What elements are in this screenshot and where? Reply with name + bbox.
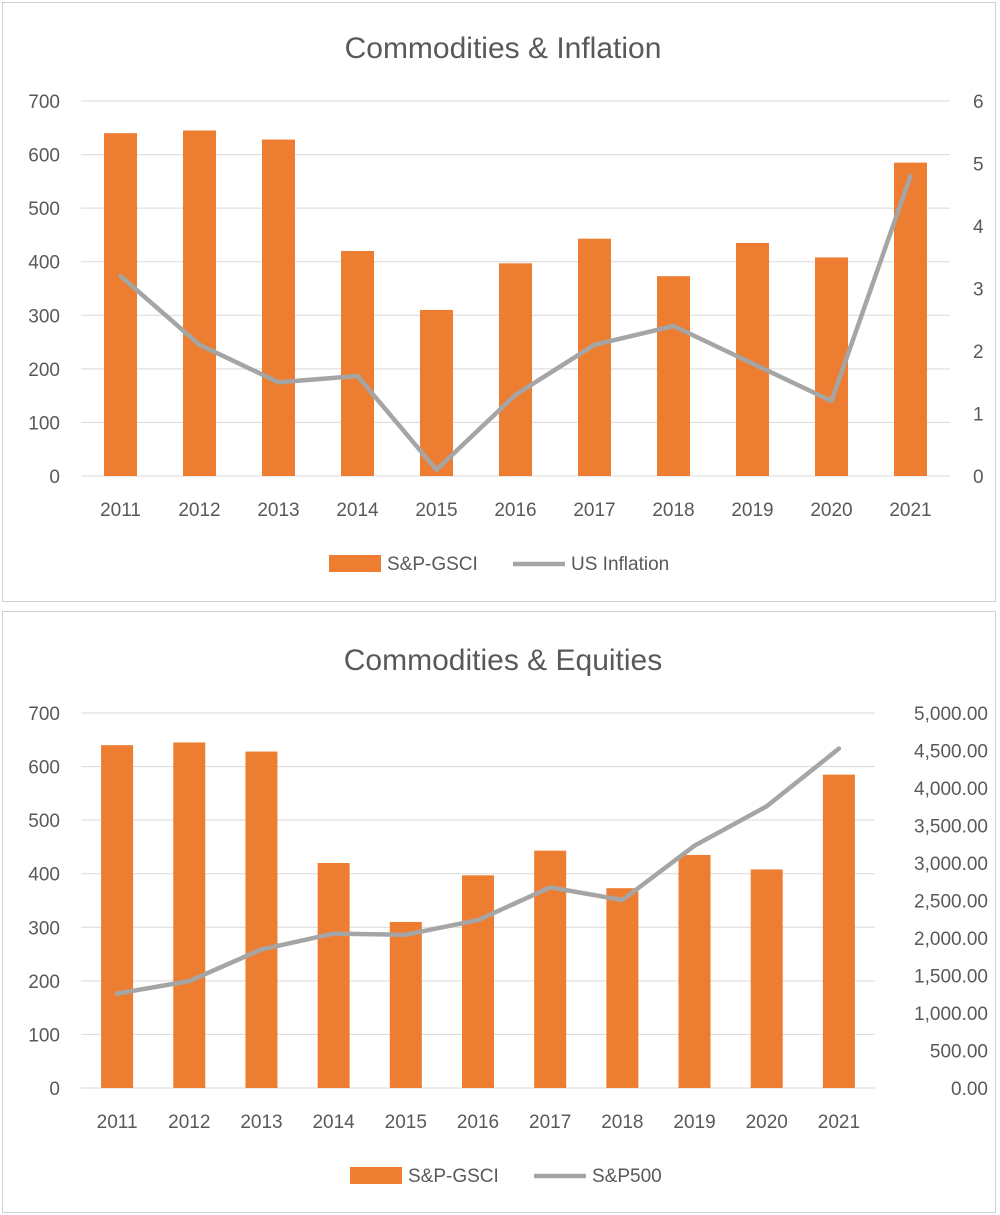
bar	[606, 888, 639, 1088]
legend-label-line: US Inflation	[571, 554, 669, 575]
bar	[578, 238, 611, 476]
bar	[183, 130, 216, 476]
chart-title: Commodities & Equities	[344, 644, 662, 677]
line-series	[118, 173, 913, 473]
y-tick-label-right: 2,000.00	[914, 929, 988, 950]
y-tick-label-left: 0	[49, 467, 60, 488]
y-tick-label-right: 0.00	[951, 1079, 988, 1100]
y-tick-label-left: 500	[28, 811, 60, 832]
x-tick-label: 2015	[385, 1112, 427, 1133]
line-series	[114, 746, 842, 996]
y-tick-label-right: 3,500.00	[914, 817, 988, 838]
bar	[657, 276, 690, 476]
y-tick-label-right: 4,000.00	[914, 779, 988, 800]
y-tick-label-right: 4	[973, 217, 984, 238]
bar	[462, 875, 494, 1088]
x-tick-label: 2012	[168, 1112, 210, 1133]
bar	[678, 854, 711, 1088]
y-tick-label-right: 3,000.00	[914, 854, 988, 875]
x-tick-label: 2017	[529, 1112, 571, 1133]
bar	[420, 309, 453, 476]
y-tick-label-left: 400	[28, 865, 60, 886]
y-tick-label-right: 1,500.00	[914, 967, 988, 988]
y-tick-label-left: 100	[28, 413, 60, 434]
bar	[104, 133, 137, 476]
y-tick-label-left: 600	[28, 146, 60, 167]
y-tick-label-right: 0	[973, 467, 984, 488]
legend-label-line: S&P500	[592, 1166, 662, 1187]
y-tick-label-right: 5	[973, 155, 984, 176]
x-tick-label: 2021	[818, 1112, 860, 1133]
y-tick-label-left: 500	[28, 199, 60, 220]
chart-inflation: Commodities & Inflation 0 100 200 300 400 500…	[28, 32, 984, 575]
chart-panel-equities: Commodities & Equities 0 100 200 300 400 500 6…	[2, 611, 996, 1213]
y-tick-label-right: 1	[973, 405, 984, 426]
legend-label-bar: S&P-GSCI	[387, 554, 478, 575]
legend-label-bar: S&P-GSCI	[408, 1166, 499, 1187]
x-tick-label: 2016	[494, 500, 536, 521]
bar	[173, 742, 206, 1088]
bar	[317, 863, 350, 1088]
x-tick-label: 2011	[100, 500, 141, 521]
bar	[389, 921, 422, 1088]
y-tick-label-right: 500.00	[930, 1042, 988, 1063]
legend-swatch-bar	[329, 555, 381, 572]
bar	[245, 751, 278, 1088]
x-tick-label: 2013	[240, 1112, 282, 1133]
x-tick-label: 2020	[746, 1112, 788, 1133]
x-tick-label: 2014	[336, 500, 379, 521]
y-tick-label-left: 300	[28, 306, 60, 327]
x-tick-label: 2021	[889, 500, 931, 521]
y-tick-label-left: 400	[28, 253, 60, 274]
y-tick-label-right: 4,500.00	[914, 742, 988, 763]
legend-swatch-bar	[350, 1167, 402, 1184]
bar	[262, 139, 295, 477]
y-tick-label-right: 1,000.00	[914, 1004, 988, 1025]
y-tick-label-left: 200	[28, 360, 60, 381]
bar	[499, 263, 532, 476]
chart-panel-inflation: Commodities & Inflation 0 100 200 300 400 500…	[2, 2, 996, 602]
bar	[822, 774, 855, 1088]
y-tick-label-right: 5,000.00	[914, 704, 988, 725]
y-tick-label-left: 200	[28, 972, 60, 993]
x-tick-label: 2019	[673, 1112, 715, 1133]
bar	[750, 869, 783, 1088]
x-tick-label: 2017	[573, 500, 615, 521]
y-tick-label-left: 700	[28, 92, 60, 113]
chart-equities: Commodities & Equities 0 100 200 300 400 500 6…	[28, 644, 988, 1187]
y-tick-label-left: 300	[28, 918, 60, 939]
y-tick-label-right: 2	[973, 342, 984, 363]
x-tick-label: 2011	[97, 1112, 138, 1133]
x-tick-label: 2013	[257, 500, 299, 521]
y-tick-label-left: 600	[28, 758, 60, 779]
bar	[341, 251, 374, 476]
x-tick-label: 2018	[601, 1112, 643, 1133]
x-tick-label: 2016	[457, 1112, 499, 1133]
x-tick-label: 2012	[178, 500, 220, 521]
x-tick-label: 2014	[312, 1112, 355, 1133]
bar	[101, 745, 134, 1088]
y-tick-label-right: 3	[973, 280, 984, 301]
x-tick-label: 2015	[415, 500, 457, 521]
x-tick-label: 2019	[731, 500, 773, 521]
y-tick-label-right: 6	[973, 92, 984, 113]
bar	[894, 162, 927, 476]
x-tick-label: 2020	[810, 500, 852, 521]
y-tick-label-left: 700	[28, 704, 60, 725]
x-tick-label: 2018	[652, 500, 694, 521]
y-tick-label-right: 2,500.00	[914, 892, 988, 913]
y-tick-label-left: 100	[28, 1025, 60, 1046]
chart-title: Commodities & Inflation	[345, 32, 662, 65]
y-tick-label-left: 0	[49, 1079, 60, 1100]
